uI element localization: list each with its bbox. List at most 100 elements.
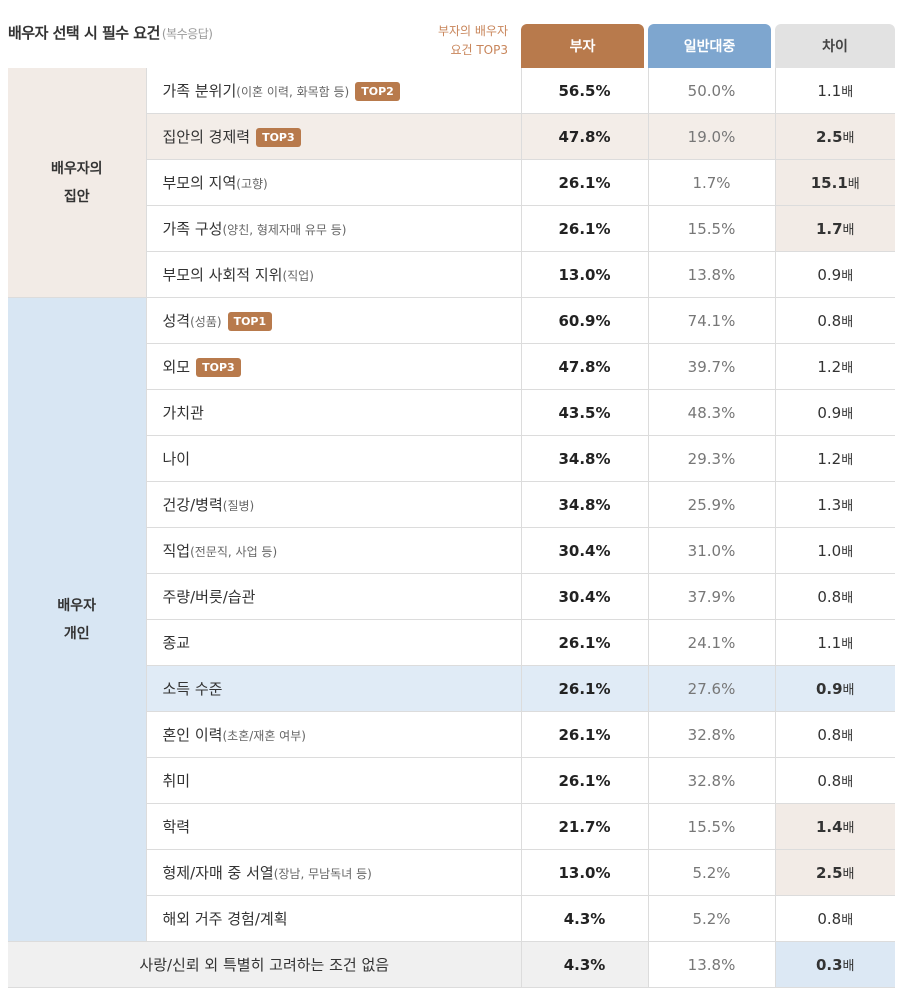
top3-legend-line2: 요건 TOP3 [450, 43, 508, 57]
table-row: 직업(전문직, 사업 등) 30.4% 31.0% 1.0배 [8, 527, 895, 574]
diff-value: 0.9배 [775, 665, 895, 712]
rich-value: 30.4% [521, 573, 649, 620]
diff-value: 1.1배 [775, 619, 895, 666]
rich-value: 13.0% [521, 251, 649, 298]
table-row: 나이 34.8% 29.3% 1.2배 [8, 435, 895, 482]
table-row: 종교 26.1% 24.1% 1.1배 [8, 619, 895, 666]
item-label: 가치관 [162, 404, 204, 422]
table-row-none: 사랑/신뢰 외 특별히 고려하는 조건 없음 4.3% 13.8% 0.3배 [8, 941, 895, 988]
item-cell: 가치관 [146, 389, 522, 436]
column-header-rich: 부자 [521, 24, 644, 68]
table-row: 학력 21.7% 15.5% 1.4배 [8, 803, 895, 850]
item-note: (양친, 형제자매 유무 등) [222, 223, 347, 237]
rich-value: 56.5% [521, 68, 649, 114]
table-row: 형제/자매 중 서열(장남, 무남독녀 등) 13.0% 5.2% 2.5배 [8, 849, 895, 896]
general-value: 31.0% [648, 527, 776, 574]
general-value: 50.0% [648, 68, 776, 114]
item-note: (고향) [236, 177, 268, 191]
top-rank-badge: TOP1 [227, 312, 273, 331]
rich-value: 26.1% [521, 159, 649, 206]
general-value: 13.8% [648, 941, 776, 988]
item-label: 집안의 경제력 [162, 128, 251, 146]
item-cell: 종교 [146, 619, 522, 666]
diff-value: 0.8배 [775, 757, 895, 804]
general-value: 24.1% [648, 619, 776, 666]
diff-unit: 배 [841, 591, 854, 606]
diff-value: 15.1배 [775, 159, 895, 206]
group-label-line: 개인 [63, 625, 90, 642]
rich-value: 21.7% [521, 803, 649, 850]
diff-unit: 배 [841, 729, 854, 744]
diff-unit: 배 [842, 867, 855, 882]
table-row: 가족 구성(양친, 형제자매 유무 등) 26.1% 15.5% 1.7배 [8, 205, 895, 252]
table-row: 배우자 개인 성격(성품) TOP1 60.9% 74.1% 0.8배 [8, 297, 895, 942]
diff-value: 0.8배 [775, 895, 895, 942]
diff-number: 0.9 [817, 404, 842, 422]
diff-unit: 배 [842, 131, 855, 146]
diff-value: 1.4배 [775, 803, 895, 850]
table-row: 부모의 사회적 지위(직업) 13.0% 13.8% 0.9배 [8, 251, 895, 298]
general-value: 25.9% [648, 481, 776, 528]
item-label: 종교 [162, 634, 191, 652]
page-subtitle: (복수응답) [161, 27, 213, 41]
group-label-line: 배우자 [57, 597, 97, 614]
diff-unit: 배 [842, 223, 855, 238]
diff-unit: 배 [841, 775, 854, 790]
diff-unit: 배 [841, 499, 854, 514]
item-label: 외모 [162, 358, 191, 376]
diff-number: 0.9 [817, 266, 842, 284]
diff-unit: 배 [847, 177, 860, 192]
diff-number: 0.3 [815, 956, 843, 974]
group-cell-family: 배우자의 집안 [8, 68, 147, 298]
diff-value: 1.0배 [775, 527, 895, 574]
rich-value: 34.8% [521, 481, 649, 528]
item-label: 주량/버릇/습관 [162, 588, 256, 606]
table-row: 혼인 이력(초혼/재혼 여부) 26.1% 32.8% 0.8배 [8, 711, 895, 758]
general-value: 13.8% [648, 251, 776, 298]
item-cell: 주량/버릇/습관 [146, 573, 522, 620]
rich-value: 60.9% [521, 297, 649, 344]
diff-unit: 배 [842, 821, 855, 836]
item-label: 부모의 지역 [162, 174, 237, 192]
diff-value: 1.3배 [775, 481, 895, 528]
item-note: (이혼 이력, 화목함 등) [236, 85, 350, 99]
item-label: 직업 [162, 542, 191, 560]
diff-number: 1.1 [817, 82, 842, 100]
diff-number: 0.8 [817, 588, 842, 606]
diff-value: 1.7배 [775, 205, 895, 252]
group-label-line: 집안 [63, 188, 90, 205]
table-row: 배우자의 집안 가족 분위기(이혼 이력, 화목함 등) TOP2 56.5% 50.0%… [8, 68, 895, 298]
table-row: 가치관 43.5% 48.3% 0.9배 [8, 389, 895, 436]
diff-unit: 배 [841, 315, 854, 330]
diff-number: 0.8 [817, 772, 842, 790]
item-cell: 취미 [146, 757, 522, 804]
diff-value: 0.9배 [775, 389, 895, 436]
rich-value: 26.1% [521, 757, 649, 804]
table-row: 건강/병력(질병) 34.8% 25.9% 1.3배 [8, 481, 895, 528]
none-label: 사랑/신뢰 외 특별히 고려하는 조건 없음 [8, 941, 522, 988]
diff-value: 0.8배 [775, 711, 895, 758]
general-value: 37.9% [648, 573, 776, 620]
diff-number: 0.8 [817, 726, 842, 744]
item-note: (질병) [222, 499, 255, 513]
item-note: (장남, 무남독녀 등) [273, 867, 372, 881]
diff-value: 0.3배 [775, 941, 895, 988]
diff-value: 2.5배 [775, 849, 895, 896]
item-label: 소득 수준 [162, 680, 223, 698]
diff-number: 0.8 [817, 312, 842, 330]
diff-value: 0.9배 [775, 251, 895, 298]
diff-number: 1.2 [817, 358, 842, 376]
item-cell: 집안의 경제력 TOP3 [146, 113, 522, 160]
item-label: 학력 [162, 818, 191, 836]
item-cell: 형제/자매 중 서열(장남, 무남독녀 등) [146, 849, 522, 896]
item-cell: 부모의 사회적 지위(직업) [146, 251, 522, 298]
diff-value: 1.1배 [775, 68, 895, 114]
rich-value: 26.1% [521, 711, 649, 758]
rich-value: 26.1% [521, 619, 649, 666]
general-value: 27.6% [648, 665, 776, 712]
item-note: (초혼/재혼 여부) [222, 729, 306, 743]
top3-legend: 부자의 배우자 요건 TOP3 [405, 22, 508, 60]
item-cell: 외모 TOP3 [146, 343, 522, 390]
